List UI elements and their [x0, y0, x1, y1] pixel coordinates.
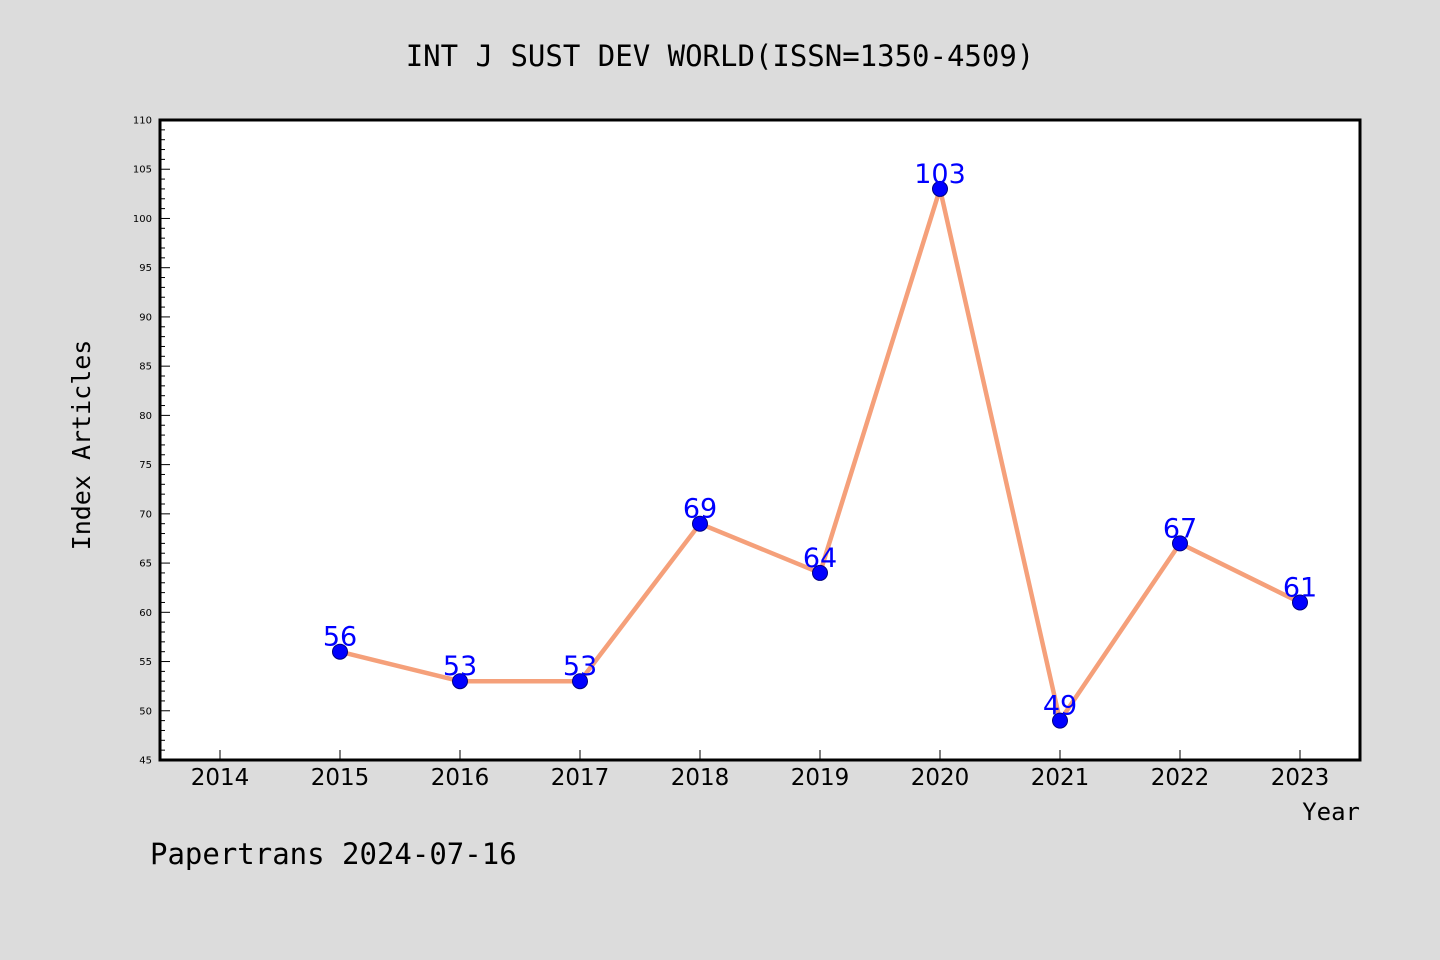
y-tick-label: 95	[139, 263, 152, 274]
data-point	[932, 180, 948, 197]
plot-frame	[158, 118, 1362, 762]
y-tick-label: 75	[139, 460, 152, 471]
y-tick-label: 65	[139, 559, 152, 570]
y-axis-label: Index Articles	[67, 340, 96, 551]
data-label: 49	[1043, 691, 1077, 722]
x-tick-label: 2017	[551, 765, 610, 791]
x-tick-label: 2016	[431, 765, 490, 791]
data-point	[572, 673, 588, 690]
series: 56 53 53 69 64 103 49 67 61	[323, 159, 1317, 729]
y-tick-label: 105	[133, 165, 152, 176]
x-tick-label: 2021	[1031, 765, 1090, 791]
x-axis: 2014 2015 2016 2017 2018 2019 2020 2021 2022 2023	[191, 750, 1330, 791]
data-label: 61	[1283, 572, 1317, 603]
y-tick-label: 60	[139, 608, 152, 619]
x-tick-label: 2014	[191, 765, 250, 791]
data-point	[332, 643, 348, 660]
x-axis-label: Year	[1302, 798, 1360, 826]
y-tick-label: 85	[139, 362, 152, 373]
y-tick-label: 70	[139, 509, 152, 520]
y-tick-label: 55	[139, 657, 152, 668]
x-tick-label: 2023	[1271, 765, 1330, 791]
x-tick-label: 2022	[1151, 765, 1210, 791]
y-tick-label: 90	[139, 312, 152, 323]
x-tick-label: 2019	[791, 765, 850, 791]
x-tick-label: 2020	[911, 765, 970, 791]
data-markers	[332, 180, 1308, 729]
data-label: 67	[1163, 513, 1197, 544]
footer-watermark: Papertrans 2024-07-16	[150, 837, 517, 871]
data-label: 103	[914, 159, 966, 190]
data-point	[1052, 712, 1068, 729]
x-tick-label: 2018	[671, 765, 730, 791]
data-point	[1292, 594, 1308, 611]
y-axis: 45 50 55 60 65 70 75 80 85 90 95 100 105 110	[133, 116, 170, 767]
data-labels: 56 53 53 69 64 103 49 67 61	[323, 159, 1317, 722]
data-label: 64	[803, 543, 837, 574]
chart-title: INT J SUST DEV WORLD(ISSN=1350-4509)	[406, 39, 1035, 73]
data-label: 53	[563, 651, 597, 682]
y-tick-label: 80	[139, 411, 152, 422]
y-tick-label: 50	[139, 706, 152, 717]
data-label: 56	[323, 622, 357, 653]
y-tick-label: 45	[139, 756, 152, 767]
y-tick-label: 110	[133, 116, 152, 127]
data-point	[692, 515, 708, 532]
data-point	[452, 673, 468, 690]
data-point	[1172, 535, 1188, 552]
data-label: 53	[443, 651, 477, 682]
x-tick-label: 2015	[311, 765, 370, 791]
plot-area	[160, 120, 1360, 760]
data-point	[812, 564, 828, 581]
data-label: 69	[683, 494, 717, 525]
y-tick-label: 100	[133, 214, 152, 225]
